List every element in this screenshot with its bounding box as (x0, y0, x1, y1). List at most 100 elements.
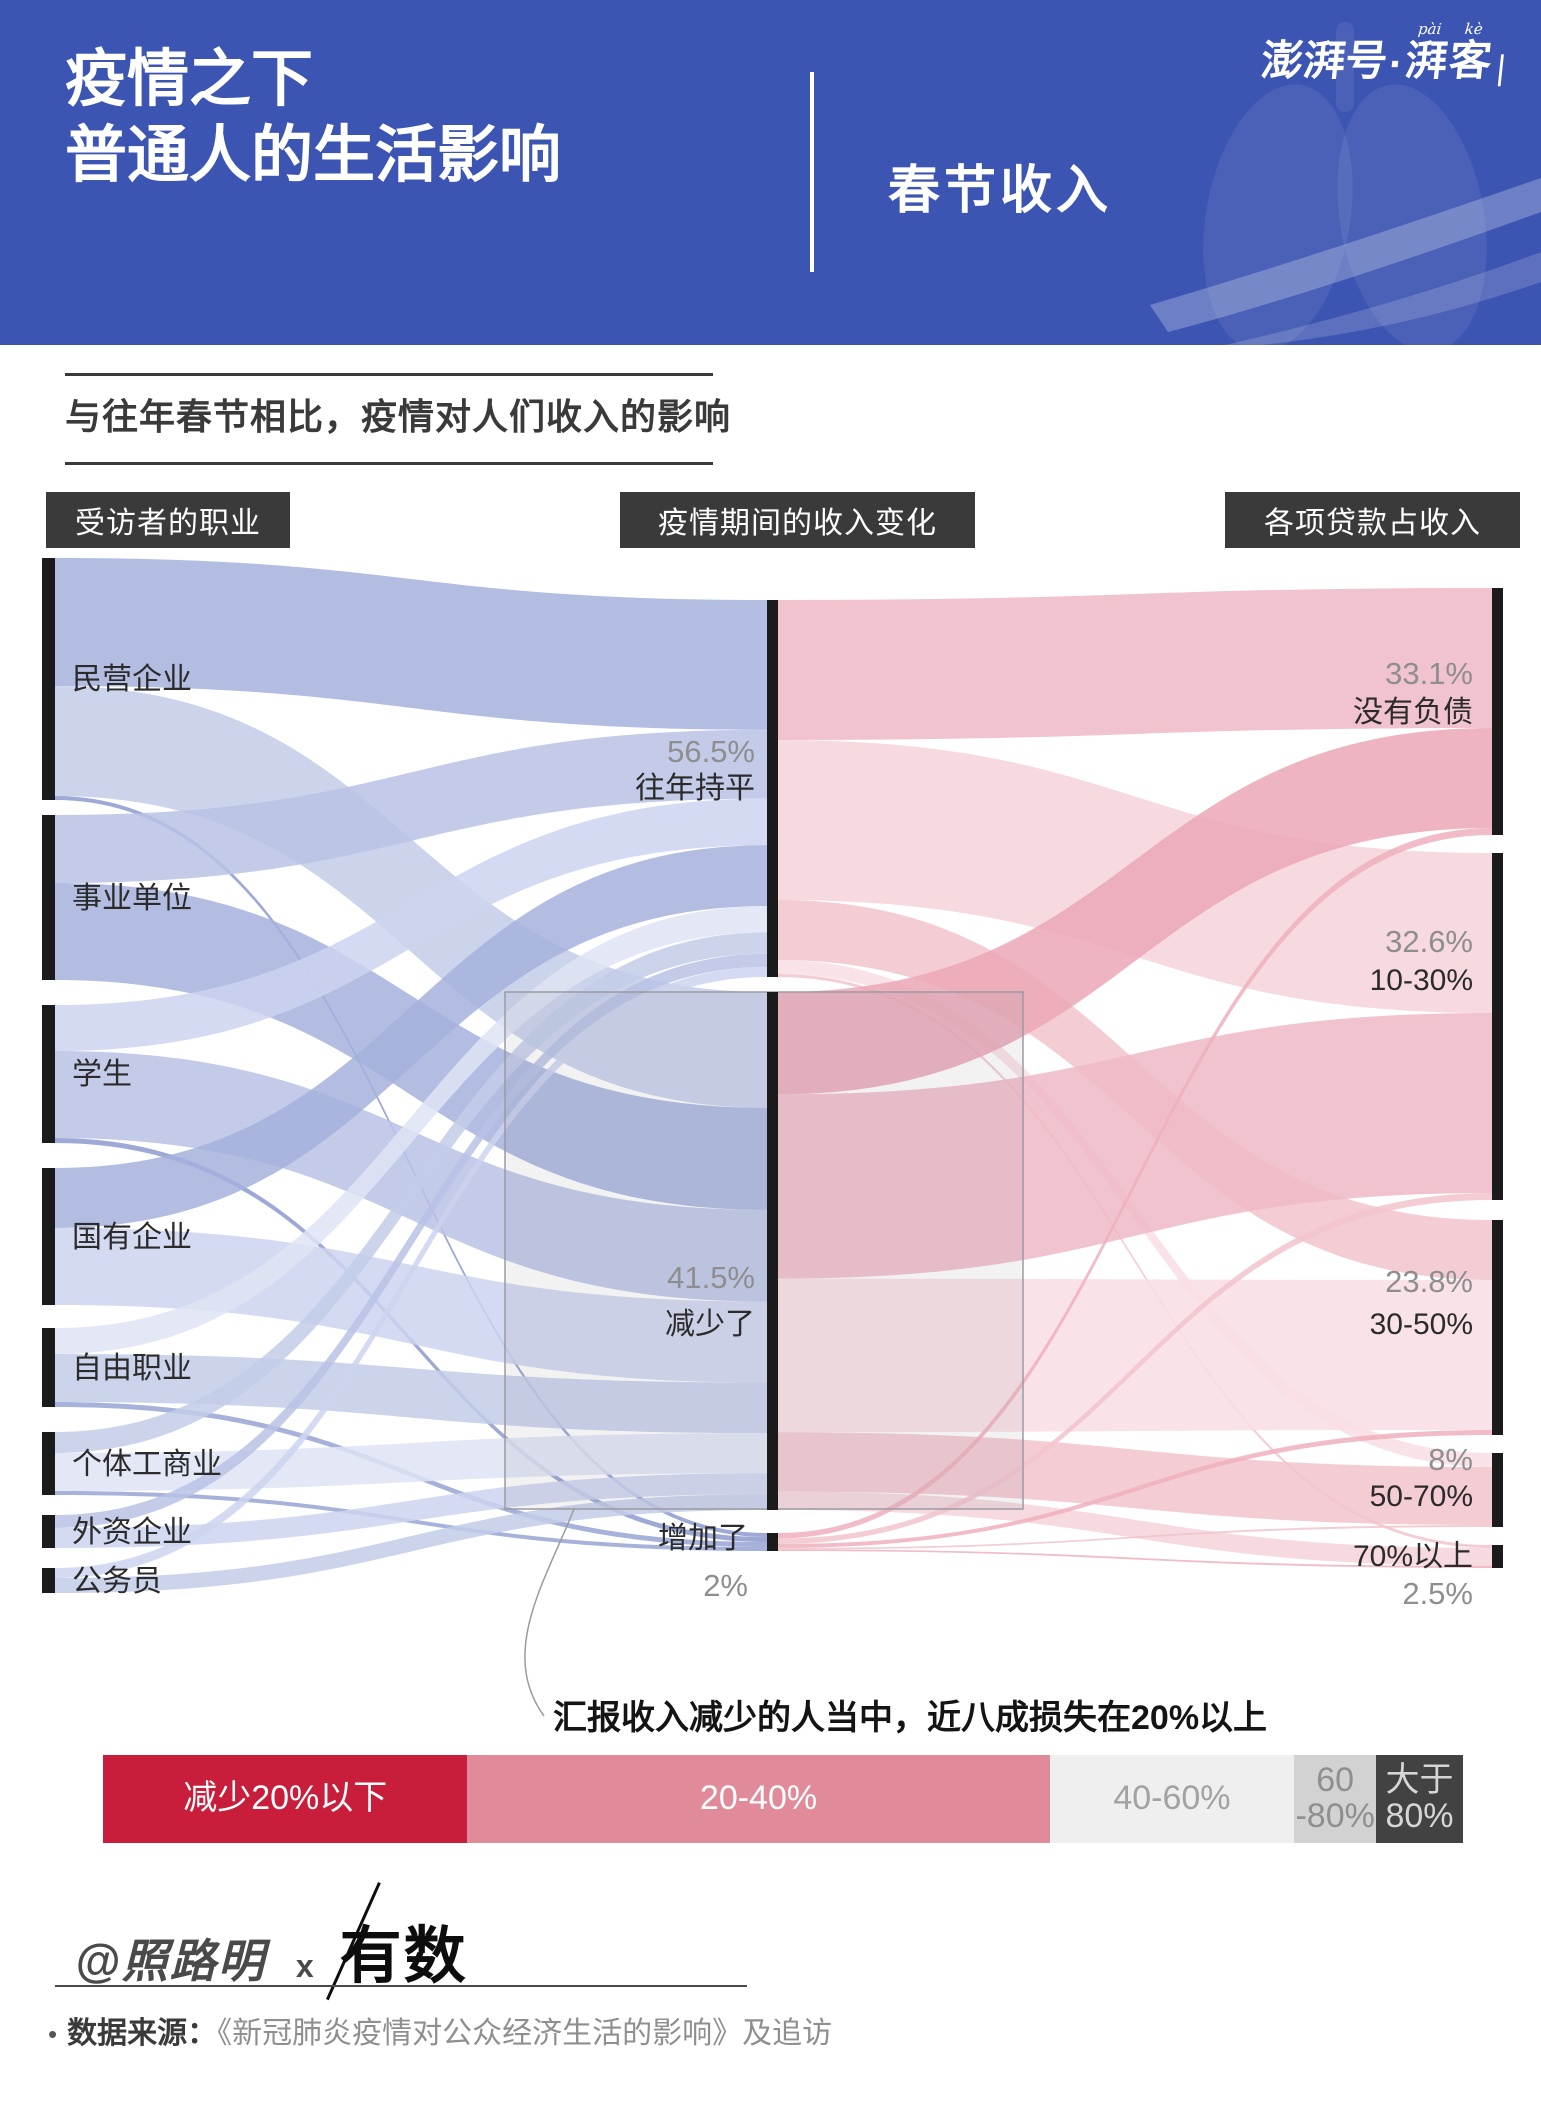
node-pct-label: 2% (703, 1568, 748, 1603)
loss-bar-segment: 大于 80% (1375, 1755, 1463, 1843)
sankey-node-L7 (42, 1515, 55, 1548)
sankey-link (778, 1278, 1492, 1433)
sankey-link (778, 1013, 1492, 1279)
page-title-line1: 疫情之下 (65, 45, 314, 114)
sankey-node-R4 (1492, 1453, 1503, 1527)
sankey-node-L8 (42, 1568, 55, 1593)
sankey-link (778, 974, 1492, 1548)
sankey-link (55, 1354, 767, 1434)
sankey-link (55, 845, 767, 1228)
sankey-node-M1 (767, 600, 778, 977)
lungs-icon (1150, 22, 1541, 345)
credit-x: x (295, 1948, 314, 1984)
section-title-rule-top (65, 373, 713, 376)
loss-distribution-bar: 减少20%以下 20-40% 40-60% 60 -80% 大于 80% (103, 1755, 1463, 1843)
data-source-label: 数据来源： (67, 2017, 218, 2050)
node-name-label: 减少了 (665, 1308, 755, 1341)
node-name-label: 10-30% (1370, 964, 1473, 997)
page-title-line2: 普通人的生活影响 (65, 120, 562, 190)
sankey-link (55, 1473, 767, 1548)
sankey-link (55, 729, 767, 883)
sankey-link (778, 728, 1492, 1095)
sankey-link (55, 798, 767, 1051)
loss-bar-segment: 60 -80% (1294, 1755, 1376, 1843)
sankey-node-M2 (767, 992, 778, 1510)
topic-badge: 春节收入 (888, 162, 1113, 220)
column-header-income-change: 疫情期间的收入变化 (620, 492, 975, 548)
page-title: 疫情之下 普通人的生活影响 (65, 42, 561, 193)
node-pct-label: 41.5% (667, 1260, 755, 1295)
sankey-link (55, 932, 767, 1453)
loss-bar-segment: 减少20%以下 (103, 1755, 468, 1843)
data-source-text: 《新冠肺炎疫情对公众经济生活的影响》及追访 (217, 2017, 833, 2050)
loss-bar-segment: 40-60% (1049, 1755, 1295, 1843)
sankey-link (55, 1228, 767, 1383)
sankey-node-M3 (767, 1533, 778, 1551)
node-name-label: 增加了 (658, 1522, 748, 1555)
node-pct-label: 33.1% (1385, 656, 1473, 691)
column-header-loan-share: 各项贷款占收入 (1225, 492, 1520, 548)
header-divider (810, 72, 814, 272)
node-name-label: 自由职业 (72, 1352, 192, 1385)
sankey-link (55, 1051, 767, 1302)
loss-bar-segment: 20-40% (467, 1755, 1050, 1843)
node-name-label: 没有负债 (1353, 696, 1473, 729)
sankey-node-L3 (42, 1005, 55, 1143)
node-pct-label: 8% (1428, 1442, 1473, 1477)
sankey-link (55, 906, 767, 1354)
node-pct-label: 32.6% (1385, 924, 1473, 959)
node-name-label: 50-70% (1370, 1480, 1473, 1513)
sankey-node-L4 (42, 1168, 55, 1305)
section-title: 与往年春节相比，疫情对人们收入的影响 (65, 396, 732, 437)
sankey-link (778, 1549, 1492, 1568)
sankey-link (55, 966, 767, 1578)
sankey-link (778, 1491, 1492, 1566)
node-pct-label: 23.8% (1385, 1264, 1473, 1299)
annotation-text: 汇报收入减少的人当中，近八成损失在20%以上 (553, 1699, 1268, 1737)
node-pct-label: 2.5% (1402, 1576, 1473, 1611)
youshu-logo-text: 有数 (339, 1922, 468, 1991)
youshu-logo: 有数 (325, 1882, 468, 2001)
sankey-node-L1 (42, 558, 55, 800)
node-name-label: 公务员 (72, 1565, 162, 1598)
sankey-node-L6 (42, 1432, 55, 1495)
node-name-label: 往年持平 (635, 772, 755, 805)
sankey-node-R2 (1492, 853, 1503, 1200)
node-name-label: 外资企业 (72, 1516, 192, 1549)
sankey-link (778, 1430, 1492, 1548)
section-title-rule-bottom (65, 462, 713, 465)
sankey-link (778, 828, 1492, 1539)
credit-handle: @照路明 (75, 1935, 266, 1987)
node-name-label: 国有企业 (72, 1221, 192, 1254)
footer-divider (55, 1985, 747, 1987)
sankey-link (778, 1193, 1492, 1544)
sankey-link (778, 1525, 1492, 1550)
sankey-link (778, 1432, 1492, 1525)
sankey-node-R5 (1492, 1545, 1503, 1568)
sankey-link (55, 1494, 767, 1593)
column-header-occupation: 受访者的职业 (46, 492, 290, 548)
sankey-node-L5 (42, 1328, 55, 1407)
node-name-label: 事业单位 (72, 882, 192, 915)
node-name-label: 30-50% (1370, 1308, 1473, 1341)
header-banner: 疫情之下 普通人的生活影响 春节收入 澎湃号 · 湃pài 客kè | (0, 0, 1541, 345)
data-source-line: • 数据来源：《新冠肺炎疫情对公众经济生活的影响》及追访 (48, 2008, 832, 2052)
node-pct-label: 56.5% (667, 734, 755, 769)
annotation-connector-line (524, 1508, 575, 1717)
highlight-box (504, 991, 1024, 1510)
sankey-link (55, 558, 767, 730)
node-name-label: 民营企业 (72, 663, 192, 696)
sankey-node-L2 (42, 815, 55, 980)
node-name-label: 个体工商业 (72, 1448, 222, 1481)
sankey-link (55, 953, 767, 1528)
bullet-icon: • (48, 2019, 58, 2049)
sankey-link (55, 1433, 767, 1491)
node-name-label: 学生 (72, 1058, 132, 1091)
node-name-label: 70%以上 (1353, 1540, 1473, 1573)
credit-row: @照路明 x 有数 (75, 1882, 468, 2001)
sankey-link (778, 588, 1492, 740)
sankey-node-R1 (1492, 588, 1503, 835)
sankey-node-R3 (1492, 1220, 1503, 1435)
